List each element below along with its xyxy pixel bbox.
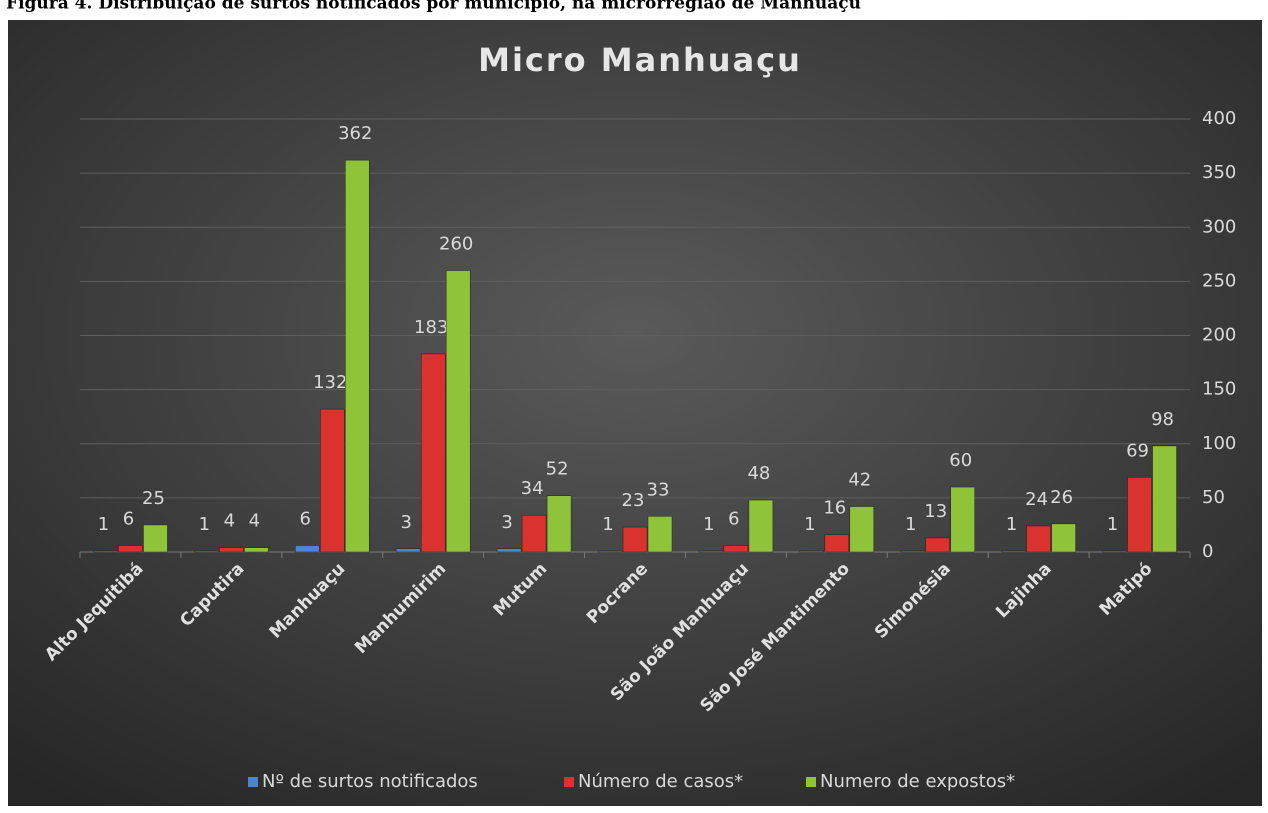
- legend-label: Número de casos*: [578, 771, 743, 792]
- bar: [647, 516, 673, 553]
- value-label: 25: [142, 488, 165, 509]
- value-label: 34: [521, 478, 544, 499]
- y-tick-label: 150: [1202, 379, 1236, 400]
- value-label: 98: [1151, 409, 1174, 430]
- bar: [900, 550, 925, 553]
- bar: [244, 547, 269, 553]
- value-label: 24: [1025, 489, 1048, 510]
- y-tick-label: 400: [1202, 108, 1236, 129]
- value-label: 16: [823, 498, 846, 519]
- bar: [622, 526, 648, 553]
- value-label: 4: [224, 511, 235, 532]
- bar: [597, 550, 623, 553]
- chart-title: Micro Manhuaçu: [478, 41, 802, 79]
- bar: [1026, 525, 1051, 553]
- value-label: 3: [501, 512, 512, 533]
- bar: [925, 537, 950, 553]
- bar: [143, 524, 168, 553]
- value-label: 33: [647, 479, 670, 500]
- value-label: 52: [546, 459, 569, 480]
- y-tick-label: 300: [1202, 216, 1236, 237]
- bar: [395, 548, 421, 553]
- bar: [1102, 550, 1127, 553]
- bar: [320, 408, 345, 553]
- bar: [219, 547, 244, 553]
- bar: [849, 506, 875, 553]
- bar: [521, 514, 547, 553]
- bar: [1127, 477, 1152, 553]
- bar: [950, 486, 975, 553]
- legend-label: Nº de surtos notificados: [262, 771, 478, 792]
- value-label: 1: [703, 514, 714, 535]
- y-tick-label: 200: [1202, 325, 1236, 346]
- bar: [546, 495, 572, 553]
- y-tick-label: 250: [1202, 270, 1236, 291]
- y-tick-label: 0: [1202, 541, 1213, 562]
- bar: [723, 545, 749, 553]
- bar: [698, 550, 724, 553]
- bar: [1152, 445, 1177, 553]
- bar: [799, 550, 825, 553]
- bar: [1001, 550, 1026, 553]
- legend-label: Numero de expostos*: [820, 771, 1015, 792]
- value-label: 6: [728, 509, 739, 530]
- value-label: 1: [98, 514, 109, 535]
- value-label: 6: [300, 509, 311, 530]
- value-label: 1: [1006, 514, 1017, 535]
- legend-marker: [248, 777, 258, 787]
- legend-marker: [806, 777, 816, 787]
- value-label: 183: [414, 317, 448, 338]
- value-label: 362: [338, 123, 372, 144]
- bar: [295, 545, 320, 553]
- legend-marker: [564, 777, 574, 787]
- value-label: 260: [439, 234, 473, 255]
- value-label: 23: [622, 490, 645, 511]
- bar: [1051, 523, 1076, 553]
- bar: [824, 534, 850, 553]
- y-tick-label: 50: [1202, 487, 1225, 508]
- y-tick-label: 350: [1202, 162, 1236, 183]
- value-label: 60: [949, 450, 972, 471]
- value-label: 132: [313, 372, 347, 393]
- value-label: 3: [400, 512, 411, 533]
- bar: [194, 550, 219, 553]
- value-label: 1: [602, 514, 613, 535]
- value-label: 1: [804, 514, 815, 535]
- chart-background: [8, 20, 1262, 806]
- value-label: 42: [848, 470, 871, 491]
- value-label: 69: [1126, 440, 1149, 461]
- caption: Figura 4. Distribuição de surtos notific…: [6, 0, 861, 14]
- value-label: 48: [747, 463, 770, 484]
- bar: [345, 159, 370, 553]
- y-tick-label: 100: [1202, 433, 1236, 454]
- bar: [445, 270, 471, 553]
- value-label: 6: [123, 509, 134, 530]
- bar: [93, 550, 118, 553]
- bar: [496, 548, 522, 553]
- value-label: 1: [1107, 514, 1118, 535]
- bar: [420, 353, 446, 553]
- bar: [748, 499, 774, 553]
- value-label: 1: [905, 514, 916, 535]
- value-label: 4: [249, 511, 260, 532]
- value-label: 26: [1050, 487, 1073, 508]
- value-label: 1: [199, 514, 210, 535]
- value-label: 13: [924, 501, 947, 522]
- bar: [118, 545, 143, 553]
